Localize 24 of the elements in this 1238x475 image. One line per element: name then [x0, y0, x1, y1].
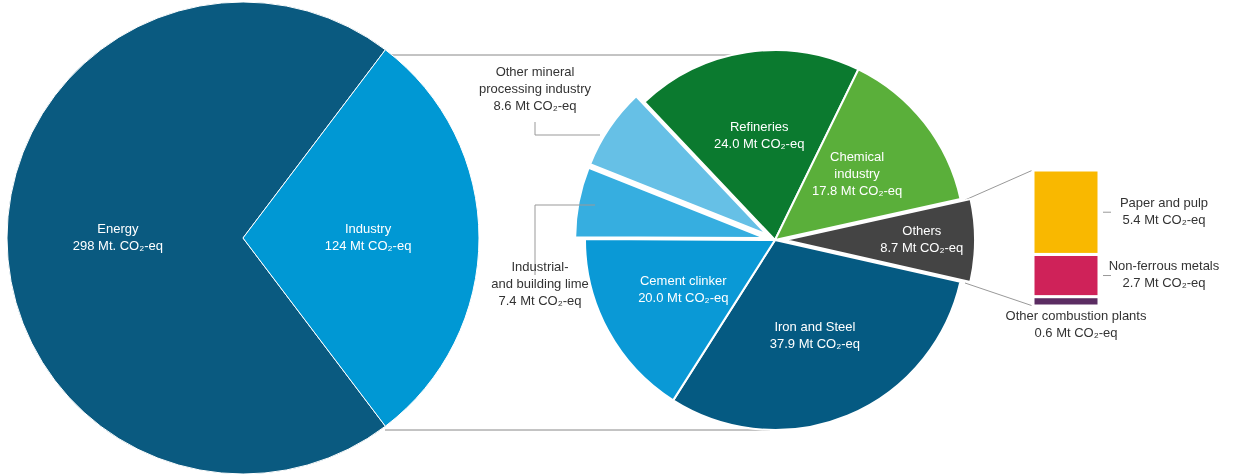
- series-label: Non-ferrous metals: [1108, 258, 1220, 274]
- slice-label: Iron and Steel: [774, 319, 856, 335]
- data-label: 17.8 Mt CO₂-eq: [811, 183, 903, 199]
- slice-label: Chemical industry: [830, 149, 885, 182]
- slice-label: Cement clinker: [639, 273, 728, 289]
- series-label: Other combustion plants: [1005, 308, 1147, 324]
- slice-label: Refineries: [729, 119, 789, 135]
- data-label: 0.6 Mt CO₂-eq: [1034, 325, 1118, 341]
- series-label: Paper and pulp: [1119, 195, 1209, 211]
- slice-label: Others: [902, 223, 942, 239]
- data-label: 8.6 Mt CO₂-eq: [493, 98, 577, 114]
- data-label: 124 Mt CO₂-eq: [324, 237, 412, 253]
- data-label: 24.0 Mt CO₂-eq: [714, 136, 805, 152]
- slice-label: Energy: [97, 220, 140, 236]
- data-label: 2.7 Mt CO₂-eq: [1122, 275, 1206, 291]
- data-label: 7.4 Mt CO₂-eq: [498, 293, 582, 309]
- data-label: 8.7 Mt CO₂-eq: [880, 240, 964, 256]
- slice-label: Industrial- and building lime: [491, 259, 589, 292]
- slice-label: Industry: [344, 220, 392, 236]
- data-label: 37.9 Mt CO₂-eq: [769, 336, 861, 352]
- data-label: 20.0 Mt CO₂-eq: [638, 290, 729, 306]
- slice-label: Other mineral processing industry: [479, 64, 592, 97]
- data-label: 298 Mt. CO₂-eq: [72, 237, 164, 253]
- data-label: 5.4 Mt CO₂-eq: [1122, 212, 1206, 228]
